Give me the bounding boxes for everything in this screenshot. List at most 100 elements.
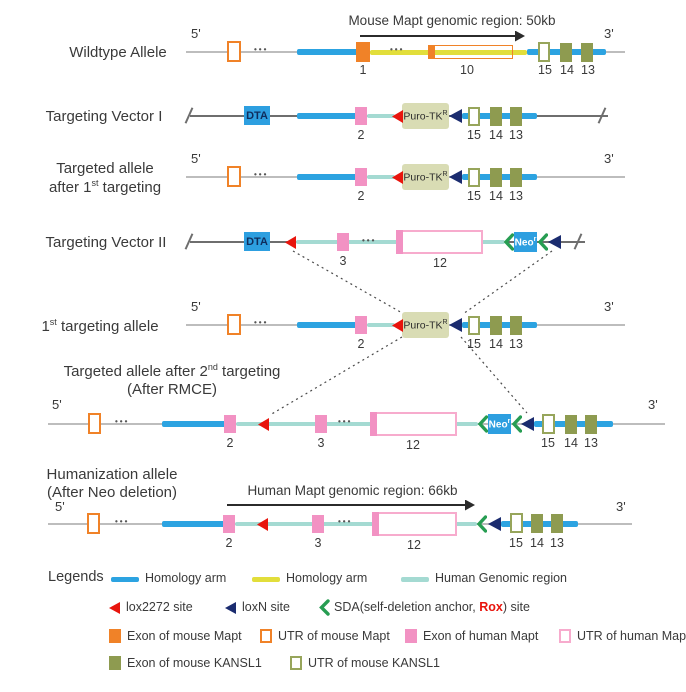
- exon2-human-mapt-box: [355, 107, 367, 125]
- utr10-mouse-mapt-box: [428, 45, 513, 59]
- human-genomic-segment: [367, 114, 395, 118]
- mouse-region-arrow: [360, 34, 517, 38]
- row-label-first-targeting-allele: 1st targeting allele: [41, 317, 159, 335]
- homology-arm-blue: [297, 322, 357, 328]
- three-prime-label: 3': [616, 499, 626, 514]
- row-label-wildtype: Wildtype Allele: [69, 44, 167, 61]
- human-genomic-segment: [367, 175, 395, 179]
- exon13-kansl1-box: [551, 514, 563, 533]
- homology-arm-yellow: [370, 49, 527, 55]
- ellipsis-dots: •••: [115, 417, 130, 426]
- legend-sda-label: SDA(self-deletion anchor, Rox) site: [334, 600, 530, 614]
- lox2272-site-icon: [392, 319, 403, 332]
- ellipsis-dots: •••: [338, 417, 353, 426]
- puro-tk-label: Puro-TKR: [403, 170, 448, 184]
- five-prime-label: 5': [191, 151, 201, 166]
- ellipsis-dots: •••: [254, 170, 269, 179]
- three-prime-label: 3': [604, 299, 614, 314]
- sda-rox-site-icon: [477, 415, 488, 433]
- loxn-site-icon: [548, 235, 561, 249]
- legend-exon-kansl1-label: Exon of mouse KANSL1: [127, 656, 262, 670]
- exon13-kansl1-box: [510, 107, 522, 126]
- row-label-allele-after-1st: Targeted allele after 1st targeting: [48, 160, 162, 196]
- exon15-label: 15: [509, 536, 523, 550]
- rmce-dash-right-bottom: [460, 336, 528, 414]
- utr-mouse-mapt-box: [88, 413, 101, 434]
- exon13-kansl1-box: [510, 316, 522, 335]
- legend-exon-mouse-mapt-label: Exon of mouse Mapt: [127, 629, 242, 643]
- utr15-kansl1-box: [542, 414, 555, 434]
- puro-tk-label: Puro-TKR: [403, 109, 448, 123]
- exon2-human-mapt-box: [355, 316, 367, 334]
- legend-sda-icon: [319, 599, 330, 616]
- exon15-label: 15: [541, 436, 555, 450]
- exon2-human-mapt-box: [223, 515, 235, 533]
- legend-lox2272-label: lox2272 site: [126, 600, 193, 614]
- loxn-site-icon: [488, 517, 501, 531]
- exon3-human-mapt-box: [315, 415, 327, 433]
- human-region-arrow: [227, 503, 467, 507]
- exon14-kansl1-box: [490, 316, 502, 335]
- row-label-vector1: Targeting Vector I: [45, 108, 163, 125]
- utr12-left-tick: [370, 412, 377, 436]
- three-prime-label: 3': [604, 151, 614, 166]
- legend-exon-mouse-mapt-swatch: [109, 629, 121, 643]
- legend-utr-kansl1-swatch: [290, 656, 302, 670]
- mouse-region-arrowhead: [515, 30, 525, 42]
- human-genomic-segment: [236, 422, 478, 426]
- exon13-kansl1-box: [585, 415, 597, 434]
- legend-utr-human-mapt-swatch: [559, 629, 571, 643]
- five-prime-label: 5': [191, 299, 201, 314]
- three-prime-label: 3': [604, 26, 614, 41]
- utr12-human-mapt-box: [396, 230, 483, 254]
- exon14-label: 14: [560, 63, 574, 77]
- exon2-label: 2: [225, 536, 233, 550]
- sda-rox-site-icon: [503, 233, 514, 251]
- legend-exon-human-mapt-swatch: [405, 629, 417, 643]
- row-label-after-rmce: Targeted allele after 2nd targeting (Afte…: [63, 362, 281, 398]
- exon14-label: 14: [489, 128, 503, 142]
- utr12-label: 12: [433, 256, 447, 270]
- homology-arm-blue: [297, 49, 359, 55]
- utr12-human-mapt-box: [372, 512, 457, 536]
- utr12-human-mapt-box: [370, 412, 457, 436]
- human-genomic-segment: [367, 323, 395, 327]
- human-region-arrow-label: Human Mapt genomic region: 66kb: [247, 483, 458, 498]
- puro-tk-cassette: Puro-TKR: [402, 103, 449, 129]
- five-prime-label: 5': [52, 397, 62, 412]
- exon14-kansl1-box: [565, 415, 577, 434]
- exon2-human-mapt-box: [224, 415, 236, 433]
- exon14-label: 14: [489, 337, 503, 351]
- puro-tk-label: Puro-TKR: [403, 318, 448, 332]
- exon2-label: 2: [357, 128, 365, 142]
- sda-rox-site-icon: [537, 233, 548, 251]
- exon2-human-mapt-box: [355, 168, 367, 186]
- legend-homology-arm-yellow-swatch: [252, 577, 280, 582]
- five-prime-label: 5': [191, 26, 201, 41]
- utr15-kansl1-box: [468, 316, 480, 335]
- exon1-mouse-mapt-box: [356, 42, 370, 62]
- exon1-label: 1: [359, 63, 367, 77]
- exon14-kansl1-box: [490, 107, 502, 126]
- ellipsis-dots: •••: [254, 318, 269, 327]
- exon14-kansl1-box: [560, 43, 572, 62]
- exon2-label: 2: [357, 189, 365, 203]
- exon13-label: 13: [581, 63, 595, 77]
- legend-utr-mouse-mapt-label: UTR of mouse Mapt: [278, 629, 390, 643]
- legend-exon-kansl1-swatch: [109, 656, 121, 670]
- legend-homology-arm-blue-swatch: [111, 577, 139, 582]
- exon15-label: 15: [467, 128, 481, 142]
- homology-arm-blue: [297, 113, 357, 119]
- neo-label: Neor: [488, 417, 511, 431]
- exon15-label: 15: [467, 189, 481, 203]
- sda-rox-site-icon: [511, 415, 522, 433]
- exon13-label: 13: [509, 337, 523, 351]
- legend-loxn-label: loxN site: [242, 600, 290, 614]
- puro-tk-cassette: Puro-TKR: [402, 164, 449, 190]
- legend-title: Legends: [48, 569, 104, 585]
- homology-arm-blue: [162, 521, 225, 527]
- legend-loxn-icon: [225, 602, 236, 614]
- exon2-label: 2: [226, 436, 234, 450]
- row-label-humanization: Humanization allele (After Neo deletion): [46, 466, 178, 501]
- utr15-kansl1-box: [538, 42, 550, 62]
